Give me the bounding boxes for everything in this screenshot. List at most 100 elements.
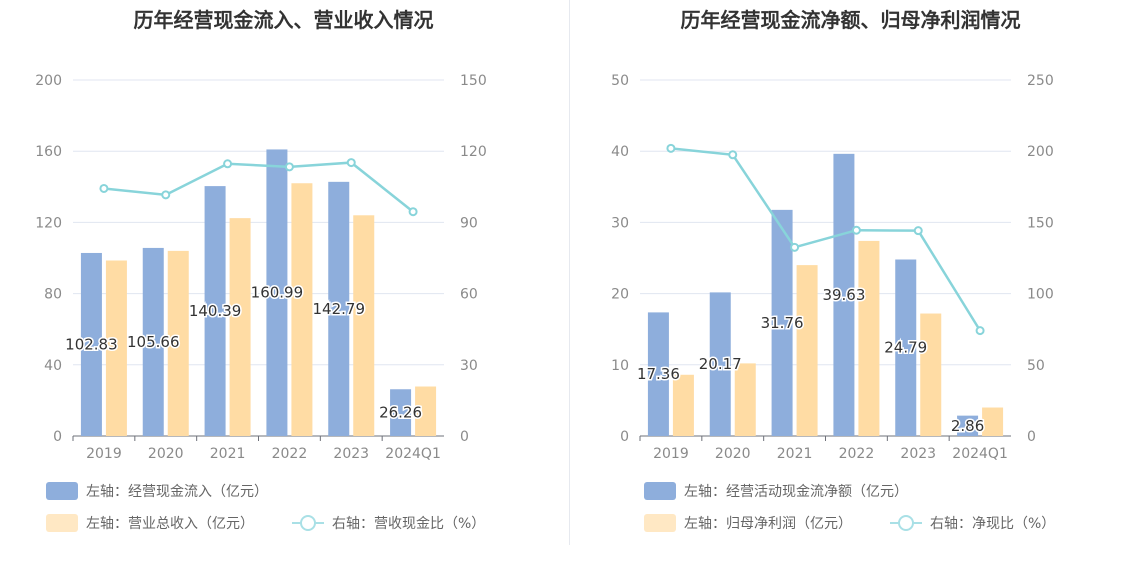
bar-secondary: [229, 218, 251, 436]
bar-primary: [709, 292, 731, 436]
left-axis-tick-label: 30: [611, 215, 629, 231]
legend-label: 左轴：归母净利润（亿元）: [684, 516, 852, 532]
x-axis-tick-label: 2022: [272, 446, 308, 462]
bar-secondary: [672, 374, 694, 436]
line-point: [408, 207, 418, 217]
left-axis-tick-label: 200: [35, 73, 62, 89]
x-axis-tick-label: 2019: [653, 446, 689, 462]
bar-data-label: 140.39: [189, 302, 242, 320]
chart-title: 历年经营现金流入、营业收入情况: [133, 8, 434, 32]
bar-data-label: 105.66: [127, 333, 180, 351]
legend-line-swatch: [890, 514, 922, 532]
line-point: [223, 159, 233, 169]
legend-swatch: [46, 482, 78, 500]
left-axis-tick-label: 120: [35, 215, 62, 231]
bar-secondary: [291, 183, 313, 436]
bar-data-label: 160.99: [251, 284, 304, 302]
legend-item[interactable]: 左轴：营业总收入（亿元）: [46, 513, 254, 533]
left-axis-tick-label: 0: [620, 429, 629, 445]
chart-plot-area: 0 0 40 30 80 60 120 90 160 120 200 150 2019 102.83 202…: [35, 73, 487, 462]
line-series: [103, 161, 414, 213]
bar-data-label: 20.17: [699, 355, 742, 373]
legend-item[interactable]: 右轴：营收现金比（%）: [292, 513, 485, 533]
x-axis-tick-label: 2021: [777, 446, 813, 462]
left-axis-tick-label: 50: [611, 73, 629, 89]
legend-label: 右轴：营收现金比（%）: [332, 516, 486, 532]
right-axis-tick-label: 50: [1027, 358, 1045, 374]
line-point: [99, 183, 109, 193]
bar-primary: [390, 389, 412, 436]
left-axis-tick-label: 10: [611, 358, 629, 374]
line-point: [975, 326, 985, 336]
line-point: [284, 162, 294, 172]
chart-plot-area: 0 0 10 50 20 100 30 150 40 200 50 250 2019 17.36 2020 2…: [611, 73, 1054, 462]
bar-secondary: [105, 260, 127, 436]
bar-data-label: 24.79: [884, 339, 927, 357]
bar-primary: [895, 259, 917, 436]
line-point: [161, 190, 171, 200]
chart-panel-left: 历年经营现金流入、营业收入情况 0 0 40 30 80 60 120 90 160 120 200…: [35, 8, 487, 533]
x-axis-tick-label: 2024Q1: [952, 446, 1008, 462]
bar-primary: [266, 149, 288, 436]
left-axis-tick-label: 160: [35, 144, 62, 160]
bar-primary: [771, 209, 793, 436]
line-point: [346, 158, 356, 168]
x-axis-tick-label: 2023: [333, 446, 369, 462]
right-axis-tick-label: 90: [460, 215, 478, 231]
right-axis-tick-label: 60: [460, 287, 478, 303]
left-axis-tick-label: 80: [44, 287, 62, 303]
legend-swatch: [644, 482, 676, 500]
right-axis-tick-label: 120: [460, 144, 487, 160]
right-axis-tick-label: 200: [1027, 144, 1054, 160]
line-point: [790, 242, 800, 252]
right-axis-tick-label: 100: [1027, 287, 1054, 303]
bar-secondary: [858, 240, 880, 436]
legend-swatch: [644, 514, 676, 532]
legend-label: 左轴：经营活动现金流净额（亿元）: [684, 484, 908, 500]
x-axis-tick-label: 2020: [148, 446, 184, 462]
bar-data-label: 39.63: [822, 286, 865, 304]
x-axis-tick-label: 2023: [900, 446, 936, 462]
x-axis-tick-label: 2022: [839, 446, 875, 462]
line-point: [913, 226, 923, 236]
legend-label: 右轴：净现比（%）: [930, 516, 1056, 532]
panel-divider: [569, 0, 570, 545]
right-axis-tick-label: 150: [460, 73, 487, 89]
left-axis-tick-label: 20: [611, 287, 629, 303]
bar-primary: [80, 252, 102, 436]
bar-primary: [647, 312, 669, 436]
legend-item[interactable]: 右轴：净现比（%）: [890, 513, 1055, 533]
legend-item[interactable]: 左轴：经营活动现金流净额（亿元）: [644, 481, 908, 501]
bar-data-label: 31.76: [761, 314, 804, 332]
legend-swatch: [46, 514, 78, 532]
left-axis-tick-label: 40: [44, 358, 62, 374]
line-point: [728, 150, 738, 160]
right-axis-tick-label: 150: [1027, 215, 1054, 231]
bar-secondary: [734, 363, 756, 436]
legend-label: 左轴：经营现金流入（亿元）: [86, 484, 268, 500]
bar-primary: [328, 181, 350, 436]
bar-data-label: 17.36: [637, 365, 680, 383]
legend-item[interactable]: 左轴：经营现金流入（亿元）: [46, 481, 268, 501]
chart-panel-right: 历年经营现金流净额、归母净利润情况 0 0 10 50 20 100 30 150 40 200 5…: [567, 0, 1134, 582]
bar-primary: [142, 247, 164, 436]
bar-primary: [957, 415, 979, 436]
left-axis-tick-label: 40: [611, 144, 629, 160]
chart-title: 历年经营现金流净额、归母净利润情况: [680, 8, 1021, 32]
right-axis-tick-label: 0: [460, 429, 469, 445]
x-axis-tick-label: 2020: [715, 446, 751, 462]
legend-label: 左轴：营业总收入（亿元）: [86, 516, 254, 532]
right-axis-tick-label: 250: [1027, 73, 1054, 89]
line-point: [666, 143, 676, 153]
bar-primary: [204, 186, 226, 436]
x-axis-tick-label: 2019: [86, 446, 122, 462]
left-axis-tick-label: 0: [53, 429, 62, 445]
right-axis-tick-label: 0: [1027, 429, 1036, 445]
line-point: [851, 225, 861, 235]
bar-data-label: 26.26: [379, 404, 422, 422]
bar-secondary: [920, 313, 942, 436]
legend-item[interactable]: 左轴：归母净利润（亿元）: [644, 513, 852, 533]
x-axis-tick-label: 2021: [210, 446, 246, 462]
bar-secondary: [167, 250, 189, 436]
x-axis-tick-label: 2024Q1: [385, 446, 441, 462]
